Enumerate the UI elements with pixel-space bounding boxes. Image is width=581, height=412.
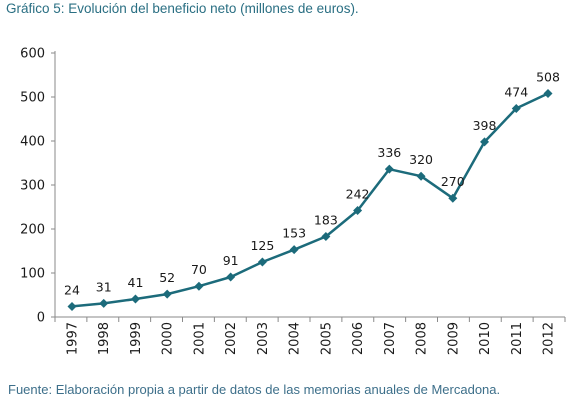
data-point: [289, 245, 299, 255]
x-tick-label: 2002: [224, 322, 239, 355]
x-axis: 1997 1998 1999 2000 2001 2002 2003 2004 2005 2006…: [54, 316, 566, 355]
y-tick-label: 300: [20, 179, 45, 194]
y-tick-label: 100: [20, 267, 45, 282]
y-axis: 0 100 200 300 400 500 600: [20, 47, 56, 326]
y-tick-label: 200: [20, 223, 45, 238]
x-tick-label: 2009: [446, 322, 461, 355]
data-point: [416, 171, 426, 181]
data-point: [321, 231, 331, 241]
data-point: [448, 193, 458, 203]
y-tick-label: 400: [20, 135, 45, 150]
y-tick-label: 600: [20, 47, 45, 62]
data-point: [162, 289, 172, 299]
data-label: 398: [473, 118, 497, 133]
data-label: 91: [223, 253, 239, 268]
data-label: 70: [191, 262, 207, 277]
data-label: 125: [250, 238, 274, 253]
data-point: [194, 281, 204, 291]
data-label: 183: [314, 212, 338, 227]
x-tick-label: 2011: [510, 322, 525, 355]
data-label: 153: [282, 226, 306, 241]
x-tick-label: 2003: [256, 322, 271, 355]
data-label: 52: [159, 270, 175, 285]
data-point: [226, 272, 236, 282]
data-label: 24: [64, 282, 80, 297]
x-tick-label: 2010: [478, 322, 493, 355]
source-note: Fuente: Elaboración propia a partir de d…: [8, 382, 501, 397]
x-tick-label: 1998: [97, 322, 112, 355]
series-beneficio-neto: 24 31 41 52 70 91 125 153 183 242 336 320 270 398 474 5…: [64, 69, 560, 311]
x-tick-label: 2008: [415, 322, 430, 355]
data-label: 474: [504, 84, 528, 99]
data-point: [384, 164, 394, 174]
data-label: 242: [346, 187, 370, 202]
x-tick-label: 1999: [129, 322, 144, 355]
data-point: [257, 257, 267, 267]
data-label: 508: [536, 69, 560, 84]
data-point: [353, 206, 363, 216]
data-label: 41: [128, 275, 144, 290]
data-label: 320: [409, 152, 433, 167]
data-label: 336: [377, 145, 401, 160]
series-line: [71, 92, 549, 308]
x-tick-label: 2007: [383, 322, 398, 355]
x-tick-label: 1997: [66, 322, 81, 355]
data-point: [130, 294, 140, 304]
data-point: [543, 88, 553, 98]
data-point: [480, 137, 490, 147]
x-tick-label: 2004: [288, 322, 303, 355]
y-tick-label: 0: [37, 311, 45, 326]
data-point: [511, 103, 521, 113]
data-point: [99, 298, 109, 308]
x-tick-label: 2012: [542, 322, 557, 355]
y-tick-label: 500: [20, 91, 45, 106]
line-chart: 0 100 200 300 400 500 600 1997 1998 1999 2000 2001…: [20, 47, 566, 355]
chart-title: Gráfico 5: Evolución del beneficio neto …: [6, 1, 359, 16]
data-label: 270: [441, 174, 465, 189]
x-tick-label: 2006: [351, 322, 366, 355]
x-tick-label: 2005: [319, 322, 334, 355]
data-label: 31: [96, 279, 112, 294]
x-tick-label: 2001: [192, 322, 207, 355]
data-point: [67, 301, 77, 311]
x-tick-label: 2000: [161, 322, 176, 355]
